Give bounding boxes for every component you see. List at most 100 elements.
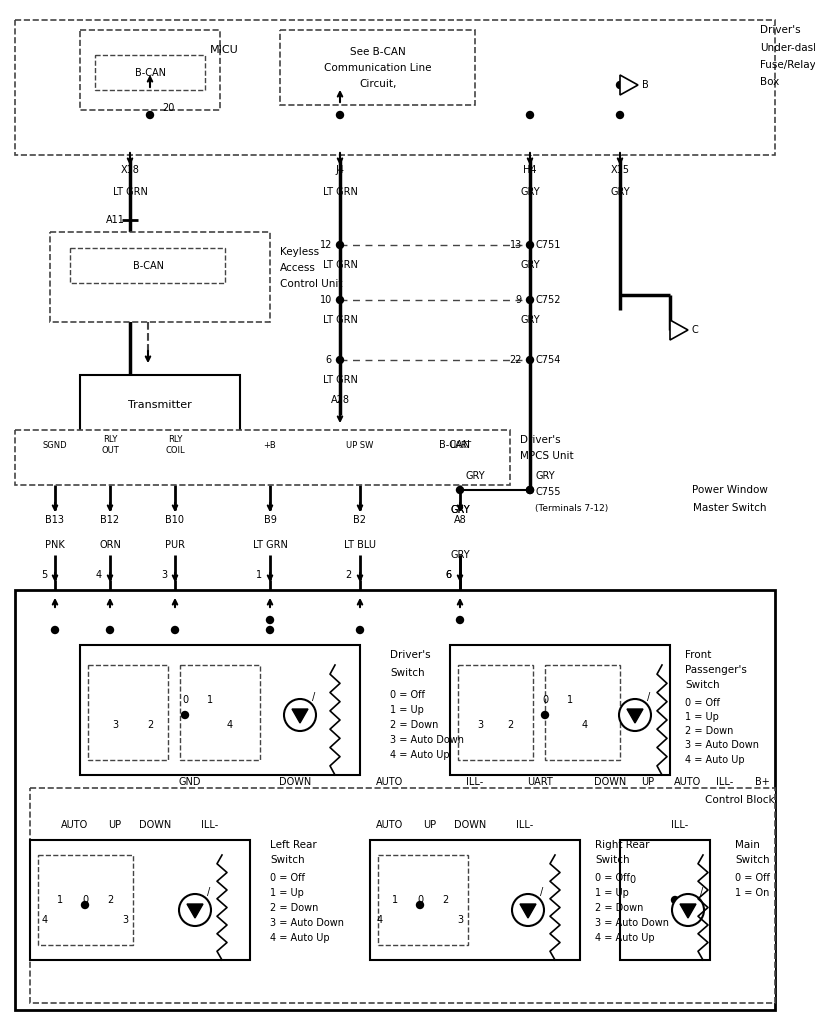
Text: C755: C755 bbox=[535, 487, 561, 497]
Text: Switch: Switch bbox=[735, 855, 769, 865]
Text: 2 = Down: 2 = Down bbox=[390, 720, 438, 730]
Text: 4: 4 bbox=[227, 720, 233, 730]
Text: 4 = Auto Up: 4 = Auto Up bbox=[685, 755, 745, 765]
Text: Transmitter: Transmitter bbox=[128, 400, 192, 410]
Text: /: / bbox=[540, 887, 544, 897]
Text: AUTO: AUTO bbox=[377, 777, 403, 787]
Text: 1: 1 bbox=[256, 570, 262, 580]
Circle shape bbox=[337, 112, 343, 119]
Text: 2 = Down: 2 = Down bbox=[595, 903, 643, 913]
Text: B-CAN: B-CAN bbox=[134, 68, 165, 78]
Text: 2: 2 bbox=[346, 570, 352, 580]
Polygon shape bbox=[627, 709, 643, 723]
Text: C752: C752 bbox=[535, 295, 561, 305]
Circle shape bbox=[179, 894, 211, 926]
Text: GRY: GRY bbox=[450, 505, 469, 515]
Text: LT GRN: LT GRN bbox=[253, 540, 288, 550]
Bar bbox=[80, 645, 360, 775]
Text: X15: X15 bbox=[610, 165, 629, 175]
Circle shape bbox=[512, 894, 544, 926]
Text: 10: 10 bbox=[319, 295, 332, 305]
Text: UART: UART bbox=[527, 777, 553, 787]
Text: B10: B10 bbox=[165, 515, 184, 525]
Text: Switch: Switch bbox=[390, 668, 425, 678]
Text: A28: A28 bbox=[331, 395, 350, 406]
Text: ORN: ORN bbox=[99, 540, 121, 550]
Text: 1: 1 bbox=[207, 695, 213, 705]
Text: 1 = Up: 1 = Up bbox=[595, 888, 629, 898]
Circle shape bbox=[526, 486, 534, 494]
Text: AUTO: AUTO bbox=[674, 777, 702, 787]
Text: UP SW: UP SW bbox=[346, 440, 374, 450]
Text: 4: 4 bbox=[96, 570, 102, 580]
Text: 0: 0 bbox=[417, 895, 423, 905]
Circle shape bbox=[526, 356, 534, 364]
Text: RLY
OUT: RLY OUT bbox=[101, 435, 119, 455]
Text: 3 = Auto Down: 3 = Auto Down bbox=[685, 740, 759, 750]
Text: C: C bbox=[692, 325, 698, 335]
Circle shape bbox=[267, 627, 274, 634]
Text: ILL-: ILL- bbox=[672, 820, 689, 830]
Circle shape bbox=[526, 486, 534, 494]
Text: Switch: Switch bbox=[595, 855, 630, 865]
Bar bbox=[30, 788, 775, 1002]
Text: B13: B13 bbox=[46, 515, 64, 525]
Text: 4 = Auto Up: 4 = Auto Up bbox=[270, 933, 329, 943]
Text: Master Switch: Master Switch bbox=[694, 503, 767, 513]
Circle shape bbox=[672, 894, 704, 926]
Text: Circuit,: Circuit, bbox=[359, 79, 397, 89]
Text: Main: Main bbox=[735, 840, 760, 850]
Circle shape bbox=[456, 486, 464, 494]
Bar bbox=[450, 645, 670, 775]
Circle shape bbox=[171, 627, 178, 634]
Bar bbox=[15, 20, 775, 155]
Text: 1 = On: 1 = On bbox=[735, 888, 769, 898]
Polygon shape bbox=[680, 904, 696, 918]
Circle shape bbox=[337, 297, 343, 303]
Text: RLY
COIL: RLY COIL bbox=[165, 435, 185, 455]
Text: DOWN: DOWN bbox=[594, 777, 626, 787]
Text: Switch: Switch bbox=[685, 680, 720, 690]
Polygon shape bbox=[670, 319, 688, 340]
Circle shape bbox=[51, 627, 59, 634]
Text: Left Rear: Left Rear bbox=[270, 840, 317, 850]
Text: 0: 0 bbox=[82, 895, 88, 905]
Text: A11: A11 bbox=[106, 215, 125, 225]
Text: Communication Line: Communication Line bbox=[324, 63, 432, 73]
Text: H4: H4 bbox=[523, 165, 537, 175]
Circle shape bbox=[267, 616, 274, 624]
Text: /: / bbox=[312, 692, 315, 702]
Text: Power Window: Power Window bbox=[692, 485, 768, 495]
Circle shape bbox=[147, 112, 153, 119]
Text: /: / bbox=[647, 692, 650, 702]
Text: (Terminals 7-12): (Terminals 7-12) bbox=[535, 504, 608, 512]
Text: Control Unit: Control Unit bbox=[280, 279, 342, 289]
Text: 2: 2 bbox=[442, 895, 448, 905]
Text: SGND: SGND bbox=[42, 440, 68, 450]
Bar bbox=[80, 375, 240, 435]
Text: J4: J4 bbox=[336, 165, 345, 175]
Text: 3: 3 bbox=[457, 915, 463, 925]
Bar bbox=[180, 665, 260, 760]
Text: LT GRN: LT GRN bbox=[323, 375, 358, 385]
Circle shape bbox=[672, 896, 679, 903]
Text: GRY: GRY bbox=[520, 187, 540, 197]
Text: 3 = Auto Down: 3 = Auto Down bbox=[595, 918, 669, 928]
Text: Driver's: Driver's bbox=[760, 25, 800, 35]
Text: 2 = Down: 2 = Down bbox=[685, 726, 734, 736]
Text: 6: 6 bbox=[446, 570, 452, 580]
Text: 4 = Auto Up: 4 = Auto Up bbox=[390, 750, 450, 760]
Text: Control Block: Control Block bbox=[705, 795, 775, 805]
Text: UP: UP bbox=[424, 820, 437, 830]
Text: /: / bbox=[700, 887, 703, 897]
Text: Under-dash: Under-dash bbox=[760, 43, 815, 53]
Text: 13: 13 bbox=[509, 240, 522, 250]
Text: Passenger's: Passenger's bbox=[685, 665, 747, 675]
Circle shape bbox=[456, 616, 464, 624]
Text: LT BLU: LT BLU bbox=[344, 540, 376, 550]
Circle shape bbox=[416, 901, 424, 908]
Polygon shape bbox=[187, 904, 203, 918]
Text: 4: 4 bbox=[377, 915, 383, 925]
Bar bbox=[545, 665, 620, 760]
Text: LT GRN: LT GRN bbox=[112, 187, 148, 197]
